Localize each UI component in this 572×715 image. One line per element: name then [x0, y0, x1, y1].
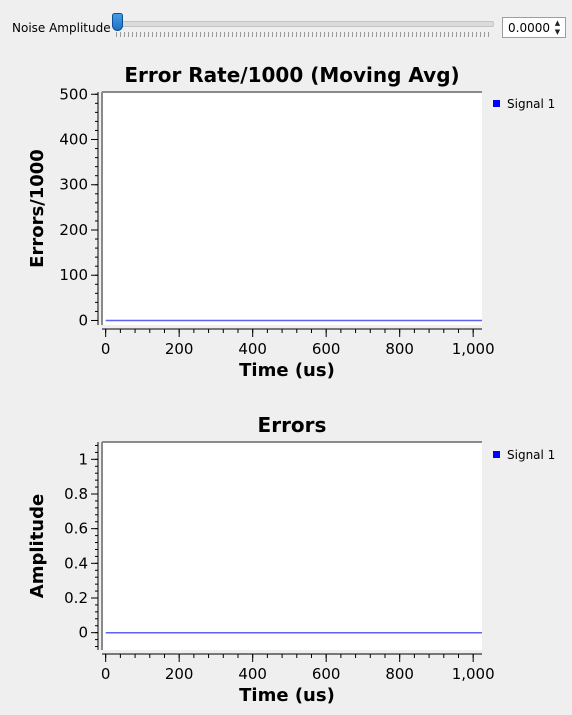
noise-amplitude-value[interactable]: 0.0000	[508, 21, 550, 35]
y-tick-label: 0.2	[64, 589, 88, 607]
x-tick-label: 800	[385, 340, 414, 358]
y-tick-label: 0	[78, 311, 88, 329]
y-tick-label: 200	[59, 221, 88, 239]
slider-handle[interactable]	[112, 13, 123, 31]
noise-amplitude-slider[interactable]	[112, 12, 494, 40]
plot-canvas	[102, 442, 482, 650]
legend-label: Signal 1	[507, 97, 555, 111]
y-tick-label: 0.4	[64, 554, 88, 572]
y-tick-label: 300	[59, 176, 88, 194]
x-tick-label: 600	[312, 340, 341, 358]
y-tick-label: 100	[59, 266, 88, 284]
errors-plot[interactable]: Errors 0 0.2 0.4 0.6 0.8 1 Amplitude 0 200 400 600 8…	[0, 408, 572, 715]
plot-title: Errors	[258, 413, 327, 437]
legend-swatch	[493, 100, 500, 107]
x-axis-title: Time (us)	[239, 360, 335, 381]
x-tick-label: 0	[101, 340, 111, 358]
x-tick-label: 200	[165, 340, 194, 358]
y-tick-label: 1	[78, 450, 88, 468]
y-tick-label: 0.6	[64, 520, 88, 538]
plot-canvas	[102, 92, 482, 325]
legend-swatch	[493, 451, 500, 458]
y-tick-label: 500	[59, 85, 88, 103]
legend-label: Signal 1	[507, 448, 555, 462]
x-tick-label: 800	[385, 665, 414, 683]
noise-amplitude-label: Noise Amplitude	[12, 21, 111, 35]
y-tick-label: 0	[78, 624, 88, 642]
y-axis-title: Amplitude	[27, 494, 48, 598]
plot-title: Error Rate/1000 (Moving Avg)	[124, 63, 459, 87]
y-tick-label: 0.8	[64, 485, 88, 503]
x-tick-label: 200	[165, 665, 194, 683]
spin-down-arrow-icon[interactable]: ▼	[554, 28, 561, 36]
y-tick-label: 400	[59, 131, 88, 149]
error-rate-plot[interactable]: Error Rate/1000 (Moving Avg) 0 100 200 300 40…	[0, 55, 572, 385]
x-tick-label: 1,000	[452, 665, 495, 683]
y-axis-title: Errors/1000	[27, 149, 48, 268]
x-tick-label: 400	[238, 340, 267, 358]
x-tick-label: 1,000	[452, 340, 495, 358]
noise-amplitude-spinbox[interactable]: 0.0000 ▲ ▼	[502, 17, 566, 38]
slider-groove	[112, 21, 494, 27]
x-tick-label: 0	[101, 665, 111, 683]
spin-up-arrow-icon[interactable]: ▲	[554, 19, 561, 27]
x-axis-title: Time (us)	[239, 685, 335, 706]
x-tick-label: 600	[312, 665, 341, 683]
x-tick-label: 400	[238, 665, 267, 683]
slider-tick-marks	[116, 32, 490, 37]
